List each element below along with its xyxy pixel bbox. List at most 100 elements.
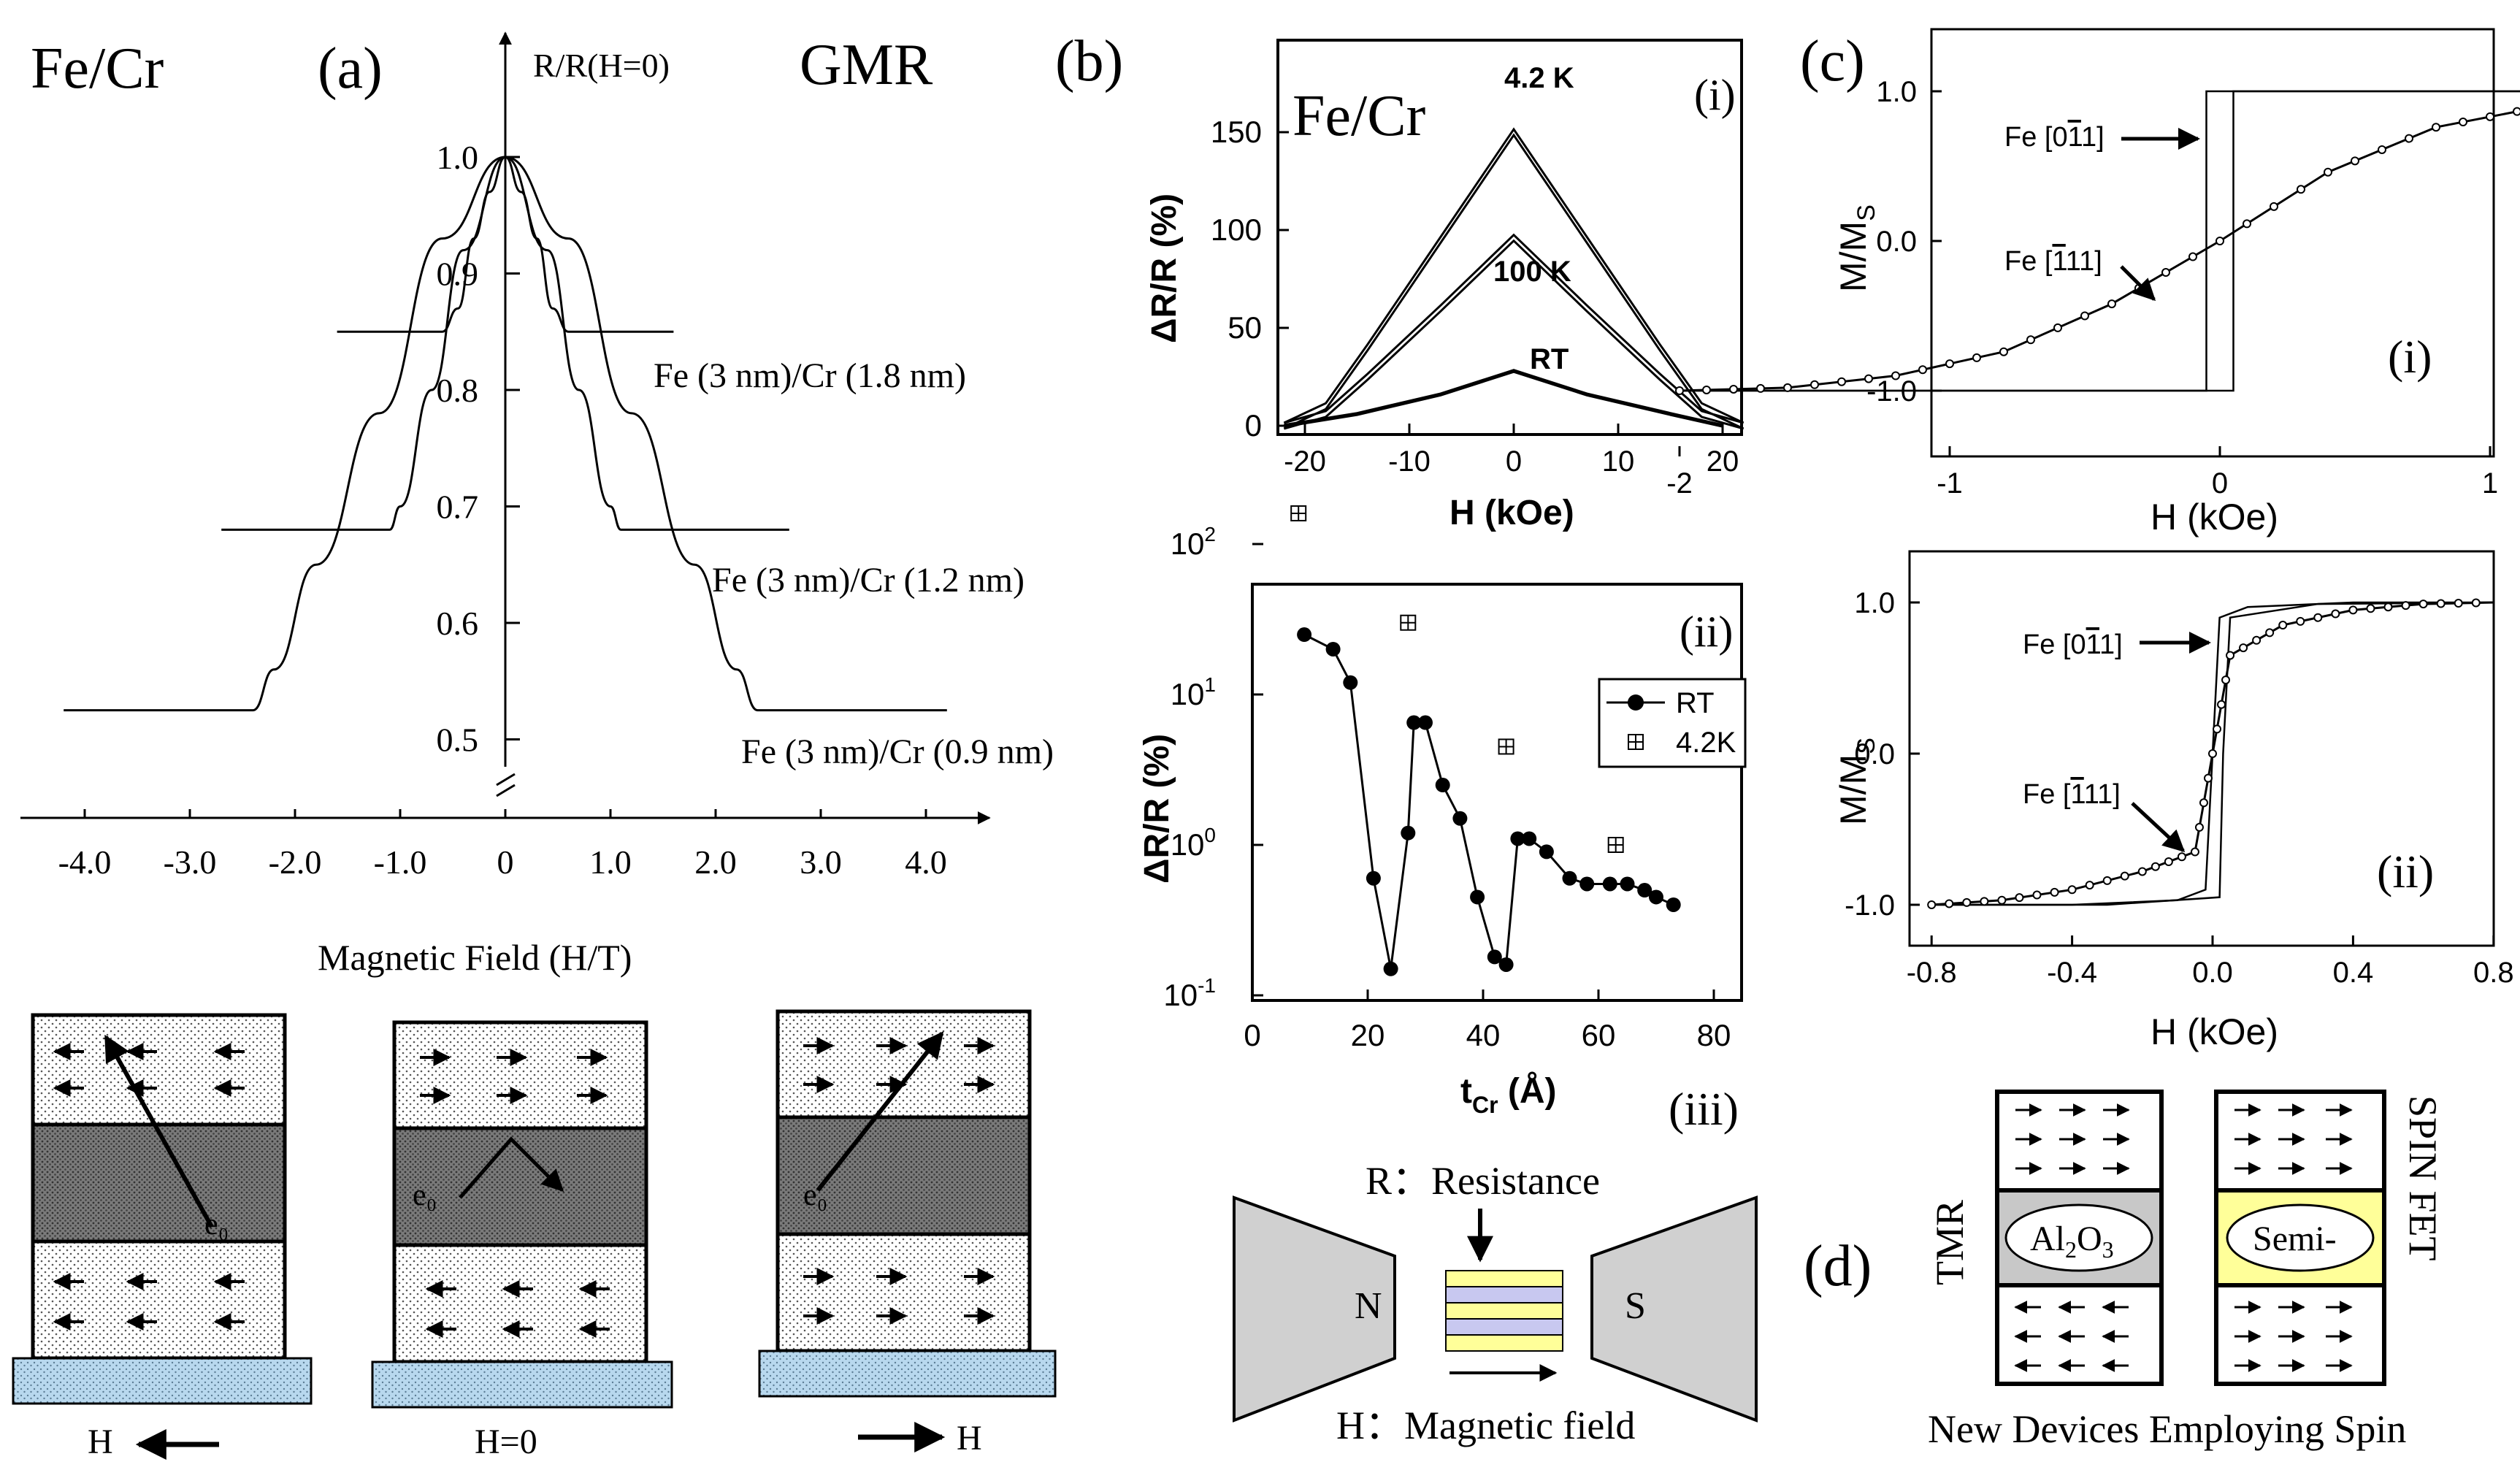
y-tick-exponent: 1 bbox=[1204, 673, 1216, 696]
b-i-curves bbox=[1283, 127, 1745, 430]
y-tick-base: 10 bbox=[1171, 527, 1205, 561]
c-ii-ylabel: M/MS bbox=[1833, 738, 1880, 825]
x-tick-label: 2.0 bbox=[694, 843, 737, 881]
b-ii-xlabel-t: t bbox=[1460, 1072, 1472, 1111]
b-iii-label: (iii) bbox=[1669, 1083, 1739, 1135]
c-i-arrow-label-2-a: Fe [ bbox=[2004, 246, 2053, 277]
b-i-ylabel: ΔR/R (%) bbox=[1145, 194, 1184, 343]
curve-label-2: Fe (3 nm)/Cr (1.2 nm) bbox=[712, 561, 1025, 600]
b-ii-xlabel: tCr (Å) bbox=[1460, 1071, 1557, 1118]
hard-axis-point bbox=[1783, 383, 1792, 392]
b-i-frame bbox=[1276, 39, 1743, 436]
x-tick-label: 3.0 bbox=[800, 843, 842, 881]
mr-curve-4.2K bbox=[1283, 127, 1745, 424]
lowT-point bbox=[1400, 614, 1417, 631]
hard-axis-point bbox=[2296, 616, 2305, 626]
rt-point bbox=[1522, 831, 1537, 846]
b-ii-ylabel: ΔR/R (%) bbox=[1138, 734, 1176, 884]
hard-axis-point bbox=[2067, 885, 2077, 895]
spin-valve-parallel: e₀ bbox=[758, 1009, 1057, 1398]
x-tick-label: 1.0 bbox=[589, 843, 632, 881]
hard-axis-point bbox=[2203, 773, 2213, 783]
y-tick-label: 1.0 bbox=[1876, 76, 1917, 108]
hard-axis-point bbox=[1702, 385, 1711, 394]
lowT-point bbox=[1607, 837, 1624, 853]
hard-axis-point bbox=[2226, 651, 2235, 660]
rt-point bbox=[1666, 897, 1681, 912]
x-tick-label: 10 bbox=[1602, 445, 1635, 478]
hard-axis-point bbox=[2454, 599, 2463, 608]
x-tick-label: -20 bbox=[1284, 445, 1326, 478]
hard-axis-point bbox=[2194, 822, 2204, 832]
x-tick-label: 80 bbox=[1697, 1018, 1731, 1052]
panel-a-material: Fe/Cr bbox=[31, 37, 164, 101]
y-tick-label: 0.8 bbox=[437, 372, 479, 409]
y-tick-label: 0.7 bbox=[437, 489, 479, 526]
hard-axis-point bbox=[2348, 605, 2358, 615]
axis-break bbox=[496, 784, 516, 797]
hard-axis-point bbox=[2459, 118, 2467, 127]
c-i-arrow-label-1: Fe [011] bbox=[2004, 122, 2105, 153]
electron-label: e₀ bbox=[204, 1208, 229, 1241]
y-tick-label: 150 bbox=[1211, 115, 1262, 149]
legend-42k: 4.2K bbox=[1676, 727, 1736, 759]
rt-point bbox=[1366, 870, 1381, 886]
c-ii-ylabel-main: M/M bbox=[1833, 754, 1874, 825]
hard-axis-point bbox=[2331, 609, 2340, 619]
lowT-point bbox=[1498, 738, 1514, 755]
hard-axis-point bbox=[2102, 876, 2112, 885]
panel-c: (c) -2-10121.00.0-1.0 (i) M/MS H (kOe) F… bbox=[1666, 28, 2520, 1052]
hard-axis-point bbox=[2383, 602, 2393, 612]
panel-d-caption: New Devices Employing Spin bbox=[1928, 1407, 2406, 1451]
b-ii-points bbox=[1290, 505, 1681, 976]
hard-axis-point bbox=[2278, 621, 2288, 630]
x-tick-label: 0 bbox=[497, 843, 514, 881]
resistance-label: R：Resistance bbox=[1366, 1159, 1600, 1203]
b-ii-xlabel-unit: (Å) bbox=[1498, 1071, 1557, 1111]
field-label-d: H：Magnetic field bbox=[1336, 1404, 1635, 1447]
rt-point bbox=[1383, 961, 1398, 976]
panel-a-label: (a) bbox=[318, 37, 383, 101]
y-tick-label: 100 bbox=[1171, 824, 1216, 862]
rt-point bbox=[1297, 627, 1312, 643]
axis-break bbox=[496, 773, 516, 786]
hard-axis-point bbox=[2107, 299, 2116, 309]
hard-axis-point bbox=[2486, 112, 2494, 121]
hard-axis-point bbox=[2513, 107, 2520, 116]
y-tick-base: 10 bbox=[1163, 978, 1198, 1012]
y-tick-exponent: 0 bbox=[1204, 824, 1216, 846]
hard-axis-point bbox=[2313, 613, 2323, 622]
c-ii-xlabel: H (kOe) bbox=[2151, 1011, 2278, 1052]
x-tick-label: -1 bbox=[1937, 467, 1963, 499]
y-tick-base: 10 bbox=[1171, 827, 1205, 862]
hard-axis-point bbox=[2432, 123, 2440, 132]
rt-point bbox=[1649, 889, 1663, 905]
c-ii-arrow-label-1-b: 1 bbox=[2086, 629, 2101, 660]
rt-point bbox=[1343, 675, 1358, 690]
hard-axis-point bbox=[1675, 386, 1684, 395]
c-i-arrow-label-2-c: 11] bbox=[2066, 246, 2102, 277]
mr-curve-100K bbox=[1283, 239, 1745, 430]
y-tick-label: 1.0 bbox=[437, 139, 479, 176]
hard-axis-point bbox=[2026, 335, 2035, 345]
panel-a-curves bbox=[64, 156, 947, 712]
hard-axis-point bbox=[2405, 134, 2413, 143]
y-tick-label: 50 bbox=[1228, 310, 1262, 345]
b-i-xlabel: H (kOe) bbox=[1449, 494, 1574, 532]
hard-axis-point bbox=[2120, 871, 2129, 881]
c-ii-axes: -0.8 -0.4 0.0 0.4 0.8 1.0 0.0 -1.0 bbox=[1845, 587, 2514, 989]
x-tick-label: 0 bbox=[2212, 467, 2228, 499]
x-tick-label: 0.4 bbox=[2333, 957, 2374, 989]
rt-point bbox=[1401, 825, 1416, 841]
b-ii-xlabel-sub: Cr bbox=[1472, 1092, 1498, 1118]
panel-a: Fe/Cr (a) GMR R/R(H=0) -4.0 -3.0 -2.0 -1.0 0… bbox=[12, 31, 1057, 1461]
x-tick-label: -2.0 bbox=[269, 843, 322, 881]
hard-axis-point bbox=[2351, 156, 2359, 166]
rt-point bbox=[1487, 949, 1502, 965]
rt-point bbox=[1562, 870, 1577, 886]
curve-label-1: Fe (3 nm)/Cr (1.8 nm) bbox=[654, 356, 966, 395]
c-ii-arrow-label-2-b: 1 bbox=[2070, 779, 2085, 810]
x-tick-label: 0 bbox=[1244, 1018, 1260, 1052]
hard-axis-point bbox=[1837, 377, 1846, 386]
x-tick-label: -10 bbox=[1388, 445, 1431, 478]
